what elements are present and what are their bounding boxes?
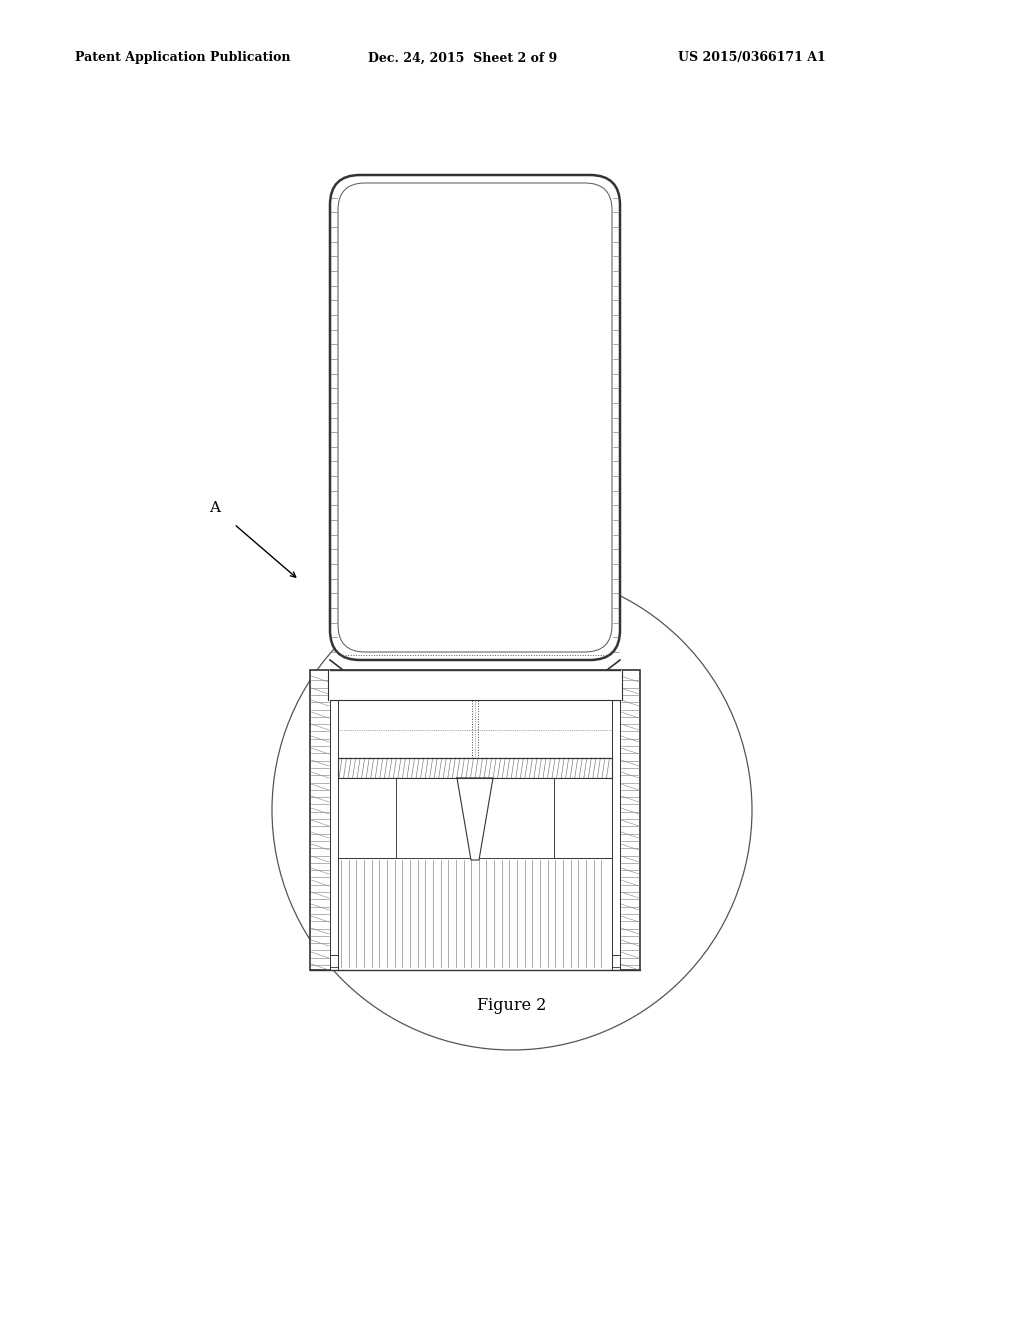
- Bar: [328, 671, 622, 700]
- Polygon shape: [457, 777, 493, 861]
- Bar: [338, 700, 612, 758]
- Bar: [554, 777, 612, 858]
- Text: Patent Application Publication: Patent Application Publication: [75, 51, 291, 65]
- Text: A: A: [210, 502, 220, 515]
- Text: US 2015/0366171 A1: US 2015/0366171 A1: [678, 51, 825, 65]
- Text: Dec. 24, 2015  Sheet 2 of 9: Dec. 24, 2015 Sheet 2 of 9: [368, 51, 557, 65]
- FancyBboxPatch shape: [338, 183, 612, 652]
- Bar: [310, 671, 640, 970]
- Bar: [330, 671, 338, 970]
- Bar: [478, 777, 554, 858]
- Bar: [338, 777, 395, 858]
- Text: Figure 2: Figure 2: [477, 997, 547, 1014]
- Bar: [395, 777, 472, 858]
- FancyBboxPatch shape: [330, 176, 620, 660]
- Bar: [612, 671, 620, 970]
- Bar: [338, 858, 612, 970]
- Bar: [330, 671, 620, 700]
- Bar: [338, 758, 612, 777]
